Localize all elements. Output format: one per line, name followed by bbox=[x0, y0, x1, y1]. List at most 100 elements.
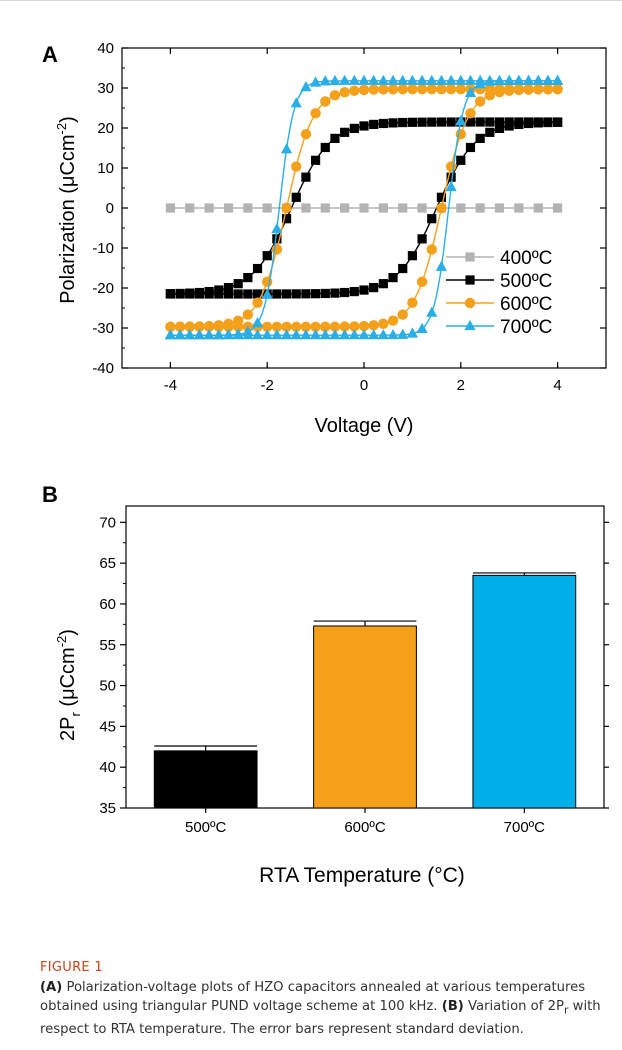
chart-a-point bbox=[368, 74, 380, 85]
chart-b-x-tick-label: 600ºC bbox=[344, 819, 386, 836]
chart-a-point bbox=[533, 203, 543, 213]
chart-b-y-label-close: ) bbox=[57, 629, 79, 636]
chart-a-point bbox=[523, 84, 534, 95]
chart-a-point bbox=[300, 128, 312, 140]
chart-b-plot-area: 35 40 45 50 55 60 65 70 500ºC 600ºC 700ºC bbox=[99, 505, 609, 836]
chart-a-point bbox=[475, 133, 485, 144]
chart-a-point bbox=[349, 123, 359, 134]
chart-a-point bbox=[435, 74, 448, 85]
chart-a-point bbox=[349, 286, 359, 297]
chart-a-point bbox=[427, 214, 437, 224]
chart-a-point bbox=[242, 309, 254, 320]
chart-a-point bbox=[300, 81, 312, 92]
chart-a-point bbox=[542, 74, 554, 85]
chart-a-point bbox=[320, 96, 331, 107]
chart-a-point bbox=[513, 74, 525, 85]
caption-b-label: (B) bbox=[441, 999, 464, 1014]
chart-a-point bbox=[174, 329, 186, 340]
chart-a-point bbox=[320, 288, 330, 299]
chart-b-y-tick-label: 70 bbox=[99, 514, 116, 531]
chart-a-point bbox=[446, 172, 456, 182]
chart-a-point bbox=[407, 84, 418, 95]
chart-a-point bbox=[301, 203, 311, 213]
chart-a-point bbox=[426, 306, 438, 317]
chart-a-point bbox=[369, 282, 379, 293]
chart-a-point bbox=[397, 309, 408, 320]
chart-a-point bbox=[368, 329, 380, 340]
chart-a-point bbox=[319, 75, 331, 86]
chart-b-2pr-bar: B 35 40 45 50 55 60 65 70 500ºC 600ºC 700ºC RTA Te… bbox=[42, 482, 609, 887]
chart-a-point bbox=[251, 317, 264, 328]
chart-a-point bbox=[445, 180, 457, 192]
chart-b-y-label-sub: r bbox=[68, 711, 83, 716]
chart-a-series-2 bbox=[165, 84, 563, 332]
chart-a-point bbox=[387, 315, 399, 326]
chart-a-x-axis-label: Voltage (V) bbox=[315, 415, 414, 437]
chart-a-point bbox=[184, 329, 196, 340]
chart-a-point bbox=[359, 285, 369, 295]
chart-a-point bbox=[271, 329, 283, 340]
chart-a-point bbox=[271, 244, 283, 255]
figure-caption: FIGURE 1 (A) Polarization-voltage plots … bbox=[40, 960, 610, 1039]
chart-a-point bbox=[523, 117, 534, 127]
chart-a-point bbox=[368, 84, 379, 95]
chart-a-point bbox=[348, 74, 360, 85]
chart-b-y-tick-label: 45 bbox=[99, 718, 116, 735]
chart-a-point bbox=[358, 329, 370, 340]
chart-a-point bbox=[291, 321, 302, 332]
chart-a-point bbox=[252, 263, 263, 274]
chart-a-point bbox=[407, 117, 417, 127]
chart-a-point bbox=[407, 251, 417, 261]
chart-a-point bbox=[311, 289, 321, 299]
chart-a-point bbox=[359, 121, 369, 131]
chart-a-point bbox=[184, 321, 195, 332]
chart-a-point bbox=[340, 127, 350, 137]
chart-a-point bbox=[243, 203, 253, 213]
chart-a-point bbox=[223, 282, 234, 293]
chart-a-point bbox=[398, 263, 408, 274]
chart-a-point bbox=[271, 321, 283, 332]
chart-a-point bbox=[232, 328, 244, 339]
chart-a-point bbox=[426, 84, 437, 95]
chart-a-point bbox=[233, 289, 243, 299]
chart-a-point bbox=[233, 279, 243, 289]
chart-a-point bbox=[349, 321, 360, 332]
chart-a-point bbox=[494, 123, 505, 134]
chart-b-y-tick-label: 65 bbox=[99, 555, 116, 572]
chart-a-point bbox=[504, 84, 515, 95]
chart-a-point bbox=[262, 251, 272, 261]
chart-a-point bbox=[194, 287, 205, 298]
chart-a-point bbox=[369, 119, 379, 130]
chart-a-point bbox=[398, 117, 408, 128]
panel-label-a: A bbox=[42, 42, 58, 67]
chart-a-point bbox=[348, 329, 360, 340]
chart-a-point bbox=[397, 84, 408, 95]
chart-a-point bbox=[445, 84, 457, 95]
chart-a-point bbox=[339, 321, 350, 332]
chart-a-point bbox=[242, 325, 254, 337]
chart-a-point bbox=[494, 84, 505, 95]
caption-b-pre: Variation of 2P bbox=[463, 999, 564, 1014]
chart-a-y-label-main: Polarization (μCcm bbox=[57, 134, 79, 303]
chart-a-point bbox=[504, 117, 514, 127]
chart-b-x-axis-label: RTA Temperature (°C) bbox=[259, 864, 465, 887]
chart-a-point bbox=[359, 203, 369, 213]
chart-a-point bbox=[494, 117, 505, 127]
chart-a-point bbox=[436, 192, 447, 202]
chart-a-y-tick-label: -40 bbox=[92, 360, 114, 377]
chart-b-y-tick-label: 55 bbox=[99, 637, 116, 654]
chart-a-point bbox=[377, 74, 389, 85]
chart-a-point bbox=[533, 84, 544, 95]
top-divider bbox=[0, 0, 622, 1]
caption-a-text: Polarization-voltage plots of HZO capaci… bbox=[40, 980, 586, 1014]
legend-marker bbox=[464, 297, 476, 309]
legend-marker bbox=[464, 319, 476, 331]
chart-a-point bbox=[301, 172, 311, 182]
chart-a-y-tick-label: -10 bbox=[92, 240, 114, 257]
legend-marker bbox=[465, 275, 475, 285]
chart-a-point bbox=[340, 287, 350, 298]
chart-a-point bbox=[552, 84, 563, 95]
chart-a-point bbox=[185, 288, 195, 298]
chart-a-series-3 bbox=[164, 74, 564, 340]
figure-label: FIGURE 1 bbox=[40, 960, 103, 975]
